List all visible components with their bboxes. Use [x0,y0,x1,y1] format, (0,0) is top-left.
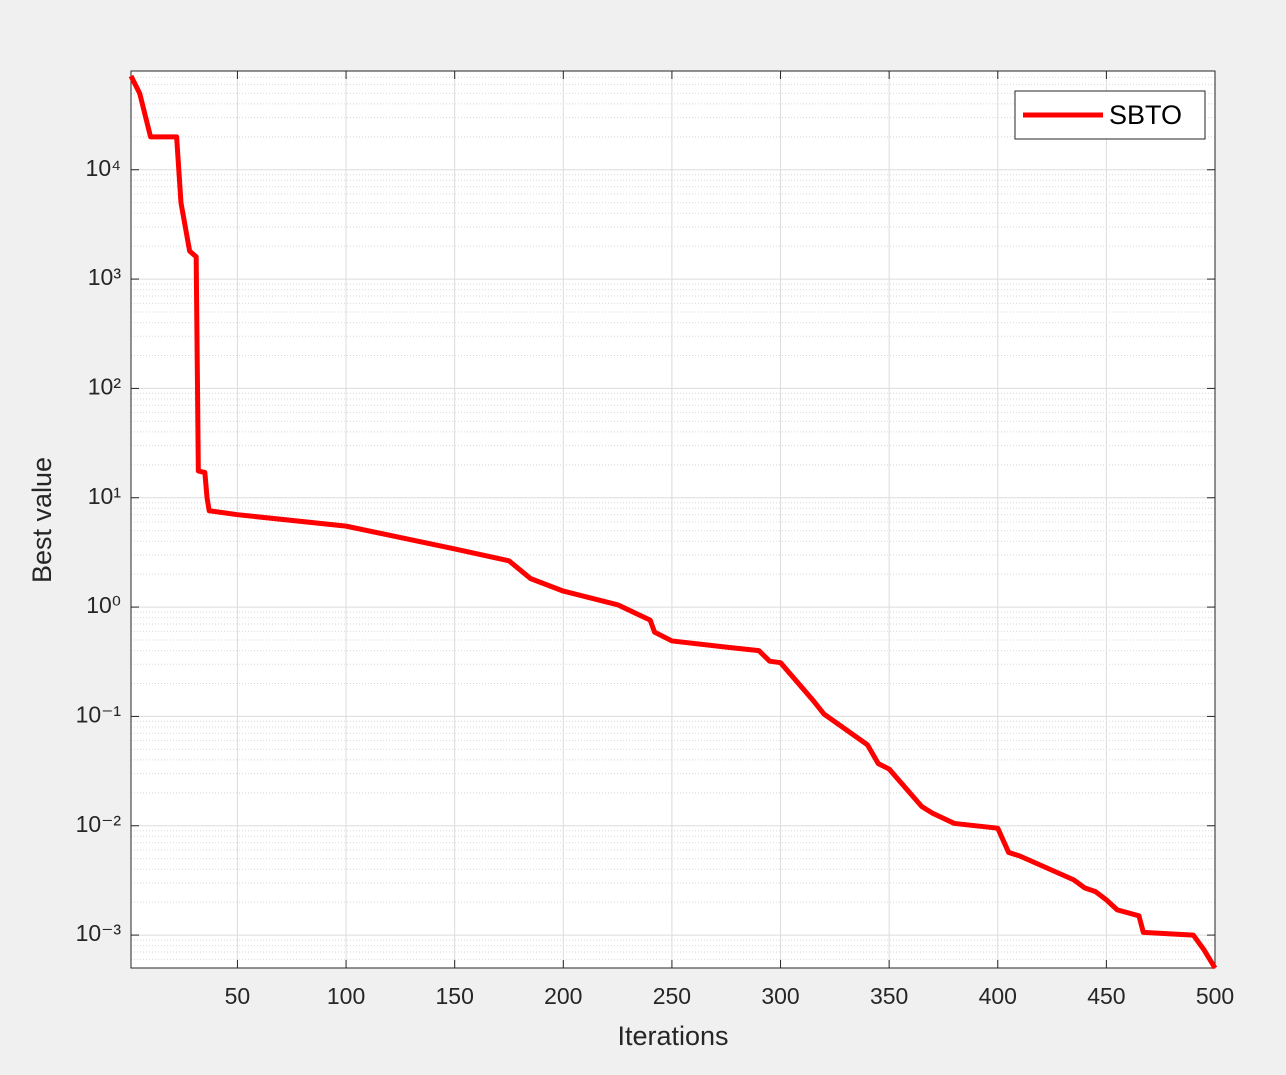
y-tick-label: 10⁻² [76,811,122,837]
y-tick-label: 10⁴ [86,155,121,181]
y-tick-label: 10³ [88,264,122,290]
x-tick-label: 50 [225,983,251,1009]
x-tick-label: 400 [979,983,1017,1009]
x-tick-label: 350 [870,983,908,1009]
y-tick-label: 10² [88,373,122,399]
x-tick-label: 450 [1087,983,1125,1009]
y-axis-label: Best value [27,457,57,583]
x-tick-label: 150 [435,983,473,1009]
series-line [128,74,1218,970]
x-axis-label: Iterations [617,1021,728,1051]
legend-label: SBTO [1109,100,1182,130]
y-tick-label: 10⁻¹ [76,701,122,727]
x-tick-label: 100 [327,983,365,1009]
y-tick-label: 10⁻³ [76,920,122,946]
plot-area [131,71,1215,968]
x-tick-label: 500 [1196,983,1234,1009]
axes-box [130,70,1216,969]
x-tick-label: 300 [761,983,799,1009]
y-tick-label: 10¹ [88,483,122,509]
x-tick-label: 200 [544,983,582,1009]
y-tick-label: 10⁰ [86,592,121,618]
x-tick-label: 250 [653,983,691,1009]
